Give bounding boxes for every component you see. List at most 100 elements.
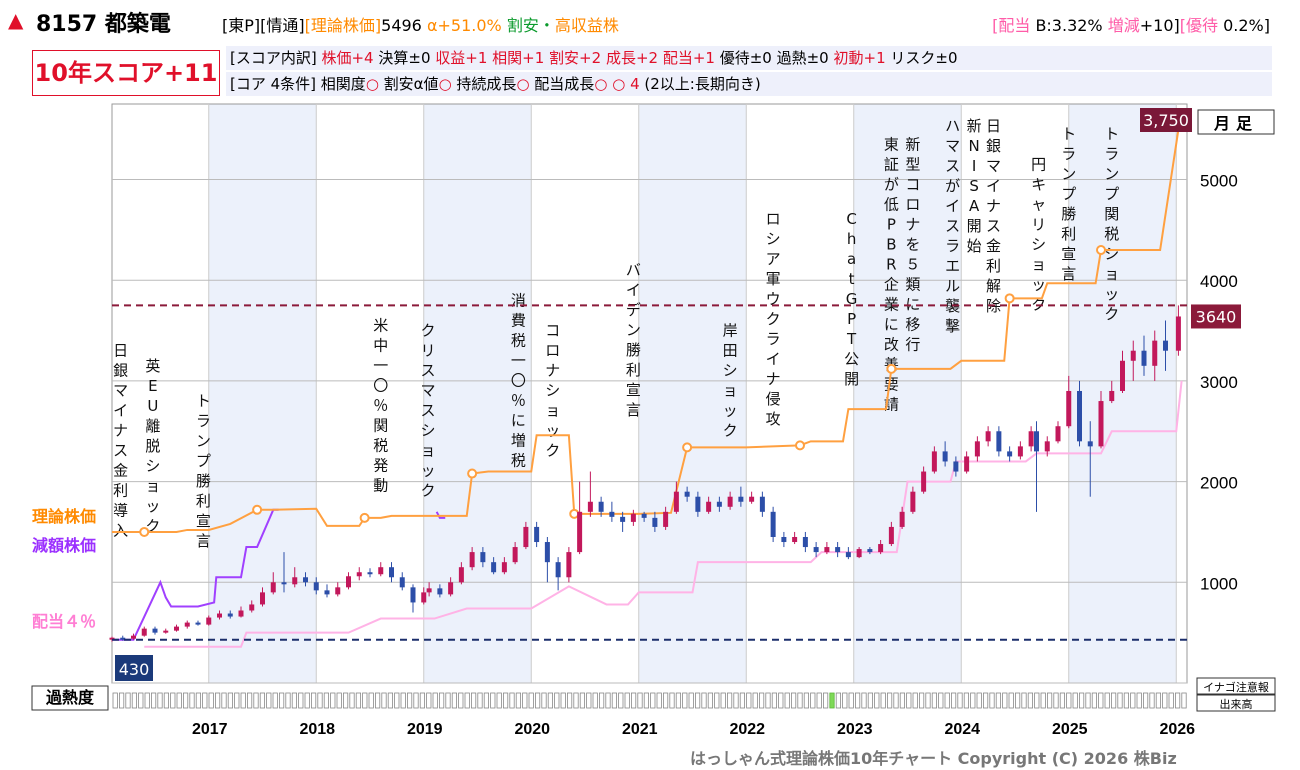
overheat-cell <box>688 692 694 709</box>
circle-mark: ○ <box>365 75 379 93</box>
candle-body <box>1120 360 1125 391</box>
core-count: 4 <box>630 75 640 93</box>
candle-body <box>109 637 115 640</box>
candle-body <box>1066 390 1072 427</box>
candle-body <box>523 526 529 548</box>
overheat-cell <box>867 692 874 709</box>
candle-body <box>813 547 819 553</box>
overheat-cell <box>189 692 195 709</box>
candle-body <box>577 511 583 553</box>
dividend-label: [配当 <box>992 16 1031 35</box>
overheat-cell <box>586 692 592 709</box>
candle-body <box>1130 350 1136 361</box>
overheat-cell <box>112 692 118 709</box>
candle-body <box>856 549 862 558</box>
legend-theory: 理論株価 <box>32 507 96 526</box>
overheat-cell <box>266 692 272 709</box>
year-band <box>638 104 747 683</box>
overheat-cell <box>451 692 458 709</box>
overheat-cell <box>1015 692 1021 709</box>
overheat-cell <box>234 692 240 709</box>
high-yield-badge: 高収益株 <box>554 16 619 35</box>
overheat-cell <box>483 692 490 709</box>
candle-body <box>426 588 432 593</box>
overheat-cell <box>144 692 150 709</box>
candle-body <box>1034 431 1039 452</box>
candle-body <box>270 582 276 593</box>
overheat-cell <box>624 692 630 709</box>
overheat-cell <box>432 692 438 709</box>
change-label: 増減 <box>1107 16 1140 35</box>
overheat-cell <box>317 692 323 709</box>
candle-body <box>1098 401 1104 447</box>
score-item: 成長+2 <box>601 49 659 67</box>
overheat-cell <box>989 692 995 709</box>
x-tick-label: 2023 <box>837 721 873 738</box>
candle-body <box>759 496 765 512</box>
overheat-cell <box>1002 692 1008 709</box>
event-label: 日銀マイナス金利導入 <box>113 342 128 540</box>
overheat-cell <box>707 692 714 709</box>
overheat-cell <box>579 692 586 709</box>
theory-dot <box>252 504 263 515</box>
theory-label: [理論株価] <box>304 16 382 35</box>
core-item: 相関度○ <box>316 75 379 93</box>
overheat-cell <box>522 692 528 709</box>
event-label: 新 N I S A 開始 <box>967 117 982 255</box>
copyright: はっしゃん式理論株価10年チャート Copyright (C) 2026 株Bi… <box>690 749 1177 768</box>
overheat-cell <box>912 692 918 709</box>
overheat-cell <box>1008 692 1014 709</box>
candle-body <box>399 577 405 588</box>
overheat-cell <box>1098 692 1104 709</box>
candle-body <box>217 613 222 618</box>
overheat-cell <box>861 692 867 709</box>
overheat-cell <box>983 692 989 709</box>
event-label: クリスマスショック <box>421 322 436 500</box>
overheat-cell <box>535 692 541 709</box>
event-label: トランプ勝利宣言 <box>1061 125 1076 283</box>
overheat-cell <box>643 692 650 709</box>
x-tick-label: 2018 <box>299 721 335 738</box>
high-label: 3,750 <box>1143 111 1189 130</box>
overheat-cell <box>682 692 688 709</box>
overheat-cell <box>1104 692 1110 709</box>
stock-title: 8157 都築電 <box>36 12 171 37</box>
overheat-cell <box>906 692 912 709</box>
candle-body <box>598 501 604 512</box>
candle-body <box>695 496 701 512</box>
overheat-cell <box>791 692 797 709</box>
year-band <box>208 104 317 683</box>
candle-body <box>706 501 712 512</box>
overheat-cell <box>330 692 336 709</box>
candle-body <box>389 567 394 578</box>
overheat-cell <box>778 692 784 709</box>
overheat-cell <box>1117 692 1123 709</box>
overheat-cell <box>304 692 310 709</box>
overheat-cell <box>464 692 470 709</box>
overheat-label: 過熱度 <box>45 688 95 707</box>
inago-box <box>1196 677 1276 695</box>
core-item: 持続成長○ <box>451 75 530 93</box>
event-label: 円キャリショック <box>1031 155 1046 313</box>
overheat-cell <box>406 692 413 709</box>
score-item: 相関+1 <box>487 49 545 67</box>
overheat-cell <box>893 692 899 709</box>
candle-body <box>1055 426 1061 442</box>
period-label: 月足 <box>1213 114 1258 133</box>
overheat-cell <box>797 692 803 709</box>
overheat-cell <box>618 692 624 709</box>
candle-body <box>303 577 308 583</box>
overheat-cell <box>176 692 182 709</box>
theory-dot <box>139 526 150 537</box>
inago-label: イナゴ注意報 <box>1203 680 1269 694</box>
ten-year-score: 10年スコア+11 <box>32 50 220 96</box>
candle-body <box>1017 446 1023 457</box>
score-item: 決算±0 <box>373 49 431 67</box>
overheat-cell <box>631 692 637 709</box>
candle-body <box>921 471 927 492</box>
overheat-cell <box>1130 692 1136 709</box>
overheat-cell <box>829 692 835 709</box>
overheat-cell <box>816 692 822 709</box>
candle-body <box>910 491 916 512</box>
